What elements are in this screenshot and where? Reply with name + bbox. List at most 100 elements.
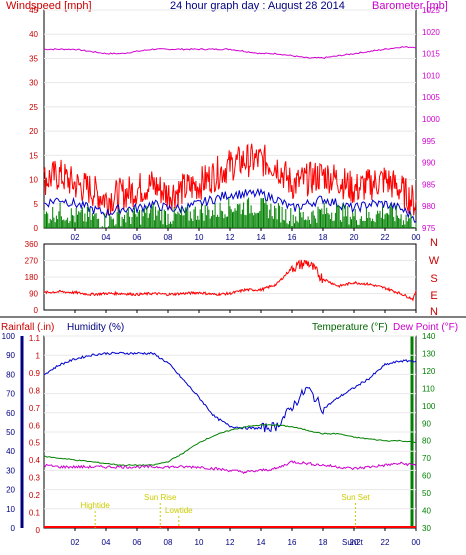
humidity-tick-label: 40 <box>6 447 15 456</box>
rainfall-tick-label: 0.7 <box>29 404 41 413</box>
gust-line <box>43 187 417 223</box>
humidity-tick-label: 30 <box>6 466 15 475</box>
humidity-tick-label: 50 <box>6 428 15 437</box>
rainfall-axis-label: Rainfall (.in) <box>1 322 54 333</box>
direction-tick-label: 360 <box>25 240 39 249</box>
x-tick-label: 16 <box>288 538 297 547</box>
temperature-tick-label: 130 <box>422 349 436 358</box>
humidity-tick-label: 80 <box>6 370 15 379</box>
x-tick-label: 22 <box>381 538 390 547</box>
direction-tick-label: 90 <box>29 290 38 299</box>
annotation-label: Lowtide <box>165 506 193 515</box>
windspeed-tick-label: 40 <box>29 30 38 39</box>
temperature-axis-label: Temperature (°F) <box>312 322 388 333</box>
windspeed-tick-label: 15 <box>29 151 38 160</box>
temperature-tick-label: 30 <box>422 524 431 533</box>
barometer-tick-label: 1010 <box>422 71 440 80</box>
barometer-tick-label: 990 <box>422 159 436 168</box>
wind-bars <box>43 197 417 228</box>
temperature-tick-label: 70 <box>422 454 431 463</box>
annotation-label: Sun Rise <box>144 493 177 502</box>
barometer-tick-label: 1020 <box>422 28 440 37</box>
x-tick-label: 10 <box>195 538 204 547</box>
temperature-tick-label: 110 <box>422 384 435 393</box>
annotation-label: Sun Set <box>341 493 370 502</box>
x-tick-label: 14 <box>257 233 266 242</box>
humidity-tick-label: 70 <box>6 390 15 399</box>
direction-letter: E <box>430 290 437 302</box>
x-tick-label: 18 <box>319 233 328 242</box>
direction-letter: S <box>430 273 437 285</box>
x-tick-label: 10 <box>195 233 204 242</box>
windspeed-tick-label: 5 <box>34 200 39 209</box>
x-tick-label: 06 <box>133 538 142 547</box>
rainfall-tick-label: 0.5 <box>29 439 41 448</box>
dewpoint-axis-label: Dew Point (°F) <box>393 322 458 333</box>
x-tick-label: 18 <box>319 538 328 547</box>
humidity-tick-label: 60 <box>6 409 15 418</box>
rainfall-tick-label: 0.6 <box>29 421 41 430</box>
temperature-tick-label: 60 <box>422 472 431 481</box>
windspeed-tick-label: 35 <box>29 54 38 63</box>
temperature-tick-label: 80 <box>422 437 431 446</box>
direction-letter: N <box>430 237 438 249</box>
barometer-tick-label: 1015 <box>422 50 440 59</box>
barometer-tick-label: 1025 <box>422 6 440 15</box>
x-tick-label: 22 <box>381 233 390 242</box>
barometer-tick-label: 1005 <box>422 93 440 102</box>
humidity-tick-label: 90 <box>6 351 15 360</box>
wind-direction-line <box>43 259 417 302</box>
humidity-tick-label: 0 <box>11 524 16 533</box>
x-tick-label: 12 <box>226 233 235 242</box>
rainfall-tick-label: 0.9 <box>29 369 41 378</box>
rainfall-tick-label: 0.1 <box>29 509 41 518</box>
annotations: Hightide Sun Rise Lowtide Sun Set Sun2t <box>80 493 370 547</box>
direction-tick-label: 0 <box>34 306 39 315</box>
wind-plot-frame <box>43 9 417 229</box>
temperature-tick-label: 100 <box>422 402 436 411</box>
humidity-line <box>43 351 417 433</box>
x-tick-label: 20 <box>350 233 359 242</box>
x-tick-label: 20 <box>350 538 359 547</box>
windspeed-tick-label: 45 <box>29 6 38 15</box>
windspeed-tick-label: 20 <box>29 127 38 136</box>
x-tick-label: 08 <box>164 538 173 547</box>
direction-letter: W <box>429 255 440 267</box>
direction-tick-label: 270 <box>25 257 39 266</box>
barometer-tick-label: 995 <box>422 137 436 146</box>
dewpoint-line <box>43 460 417 475</box>
barometer-line <box>43 45 417 59</box>
temperature-tick-label: 120 <box>422 367 436 376</box>
x-tick-label: 14 <box>257 538 266 547</box>
rainfall-tick-label: 0.2 <box>29 491 41 500</box>
humidity-axis-label: Humidity (%) <box>67 322 124 333</box>
barometer-tick-label: 975 <box>422 224 436 233</box>
humidity-tick-label: 100 <box>2 332 16 341</box>
annotation-label: Hightide <box>80 501 110 510</box>
x-tick-label: 02 <box>71 538 80 547</box>
chart-title: 24 hour graph day : August 28 2014 <box>170 0 345 12</box>
data-series <box>43 45 417 528</box>
temperature-tick-label: 90 <box>422 419 431 428</box>
windspeed-tick-label: 25 <box>29 103 38 112</box>
temperature-tick-label: 40 <box>422 507 431 516</box>
temperature-line <box>43 424 417 467</box>
rainfall-tick-label: 0.8 <box>29 386 41 395</box>
barometer-tick-label: 980 <box>422 202 436 211</box>
x-tick-label: 06 <box>133 233 142 242</box>
x-tick-label: 02 <box>71 233 80 242</box>
x-tick-label: 12 <box>226 538 235 547</box>
rainfall-tick-label: 0.3 <box>29 474 41 483</box>
windspeed-line <box>43 143 417 216</box>
temperature-tick-label: 50 <box>422 489 431 498</box>
annotation-label: Sun2t <box>342 538 364 547</box>
windspeed-tick-label: 30 <box>29 79 38 88</box>
windspeed-tick-label: 10 <box>29 176 38 185</box>
direction-tick-label: 180 <box>25 273 39 282</box>
windspeed-axis-label: Windspeed [mph] <box>6 0 92 12</box>
x-tick-label: 04 <box>102 233 111 242</box>
grid <box>44 9 416 510</box>
x-tick-label: 00 <box>412 233 421 242</box>
rainfall-tick-label: 0 <box>36 526 41 535</box>
